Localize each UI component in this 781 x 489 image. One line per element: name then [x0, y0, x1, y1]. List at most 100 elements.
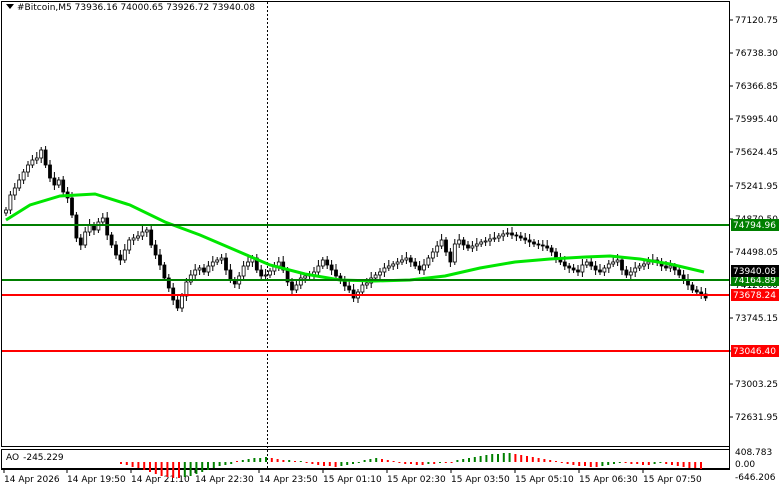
ohlc-values: 73936.16 74000.65 73926.72 73940.08: [74, 3, 255, 13]
candle-body: [567, 265, 572, 269]
ao-tick-label: -646.206: [735, 473, 776, 483]
ao-bar: [381, 459, 383, 462]
ao-bar: [311, 462, 314, 464]
candle-body: [281, 261, 286, 271]
price-tick-label: 74498.05: [735, 248, 778, 258]
candle-body: [290, 281, 294, 291]
candle-body: [259, 269, 264, 277]
ao-bar: [537, 458, 540, 462]
candle-body: [386, 265, 391, 269]
candle-body: [188, 274, 193, 283]
candle-body: [391, 263, 396, 267]
price-tag: [731, 289, 779, 301]
candle-body: [439, 239, 444, 247]
ao-bar: [282, 460, 285, 462]
candle-body: [30, 159, 35, 166]
candle-body: [162, 264, 167, 279]
ao-bar: [265, 457, 267, 462]
candle-body: [576, 269, 580, 273]
candle-body: [246, 261, 250, 267]
ao-bar: [299, 461, 302, 462]
candle-body: [276, 261, 281, 267]
candle-body: [505, 232, 510, 235]
candle-body: [474, 243, 479, 247]
candle-body: [241, 265, 246, 277]
candle-body: [329, 264, 334, 271]
candle-body: [694, 289, 699, 293]
ao-bar: [560, 462, 563, 463]
ao-bar: [566, 462, 569, 464]
ao-bar: [160, 462, 163, 476]
price-tag-label: 74164.89: [733, 276, 776, 286]
ao-bar: [369, 459, 372, 462]
candle-body: [127, 239, 132, 251]
candle-body: [114, 244, 118, 256]
candle-body: [637, 265, 642, 269]
ao-bar: [607, 462, 610, 465]
price-tag: [731, 345, 779, 357]
price-tag-label: 74794.96: [733, 221, 776, 231]
ao-bar: [659, 462, 662, 463]
ao-bar: [410, 462, 412, 464]
candle-body: [642, 263, 646, 267]
ao-bar: [363, 460, 366, 462]
candle-body: [426, 257, 431, 266]
ao-bar: [584, 462, 586, 466]
ao-bar: [479, 456, 482, 462]
ao-bar: [305, 462, 308, 463]
candle-body: [523, 237, 528, 241]
candle-body: [593, 265, 598, 271]
candle-body: [430, 251, 435, 259]
candle-body: [215, 259, 220, 263]
ao-bar: [375, 458, 378, 462]
candle-body: [540, 244, 545, 247]
ao-bar: [328, 462, 331, 466]
time-tick-label: 14 Apr 2026: [4, 475, 60, 485]
candle-body: [100, 217, 105, 223]
candle-body: [532, 241, 536, 245]
candle-body: [166, 277, 171, 289]
ao-bar: [444, 462, 447, 463]
ao-bar: [618, 462, 621, 463]
candle-body: [382, 267, 387, 273]
ao-bar: [502, 453, 505, 462]
ao-bar: [514, 454, 517, 462]
candle-body: [263, 274, 268, 277]
ao-bar: [433, 462, 436, 464]
candle-body: [527, 239, 532, 243]
candle-body: [294, 284, 299, 291]
candle-body: [589, 261, 594, 267]
ao-bar: [572, 462, 575, 465]
time-tick-label: 15 Apr 03:50: [451, 475, 510, 485]
candle-body: [435, 245, 440, 253]
price-tick-label: 75241.95: [735, 182, 778, 192]
time-tick-label: 15 Apr 07:50: [643, 475, 702, 485]
ao-bar: [485, 455, 488, 462]
candle-body: [395, 261, 400, 265]
ao-bar: [183, 462, 186, 477]
candle-body: [598, 269, 602, 273]
ao-bar: [392, 461, 395, 462]
ao-bar: [694, 462, 697, 468]
ao-bar: [247, 459, 250, 462]
time-tick-label: 14 Apr 22:30: [195, 475, 254, 485]
candle-body: [184, 281, 189, 297]
price-tag-label: 73678.24: [733, 291, 776, 301]
ao-bar: [682, 462, 685, 467]
ao-bar: [427, 462, 430, 464]
candle-body: [320, 259, 325, 267]
candle-body: [175, 299, 180, 309]
ao-bar: [178, 462, 180, 478]
ao-bar: [340, 462, 343, 466]
ao-panel-frame: [1, 449, 730, 469]
candle-body: [417, 265, 422, 271]
ao-bar: [352, 462, 354, 464]
price-tick-label: 72631.95: [735, 413, 778, 423]
candle-body: [43, 149, 48, 166]
candle-body: [140, 231, 145, 237]
dropdown-triangle-icon[interactable]: [6, 4, 14, 9]
ao-bar: [439, 462, 441, 463]
candle-body: [514, 234, 519, 237]
candle-body: [210, 261, 215, 267]
